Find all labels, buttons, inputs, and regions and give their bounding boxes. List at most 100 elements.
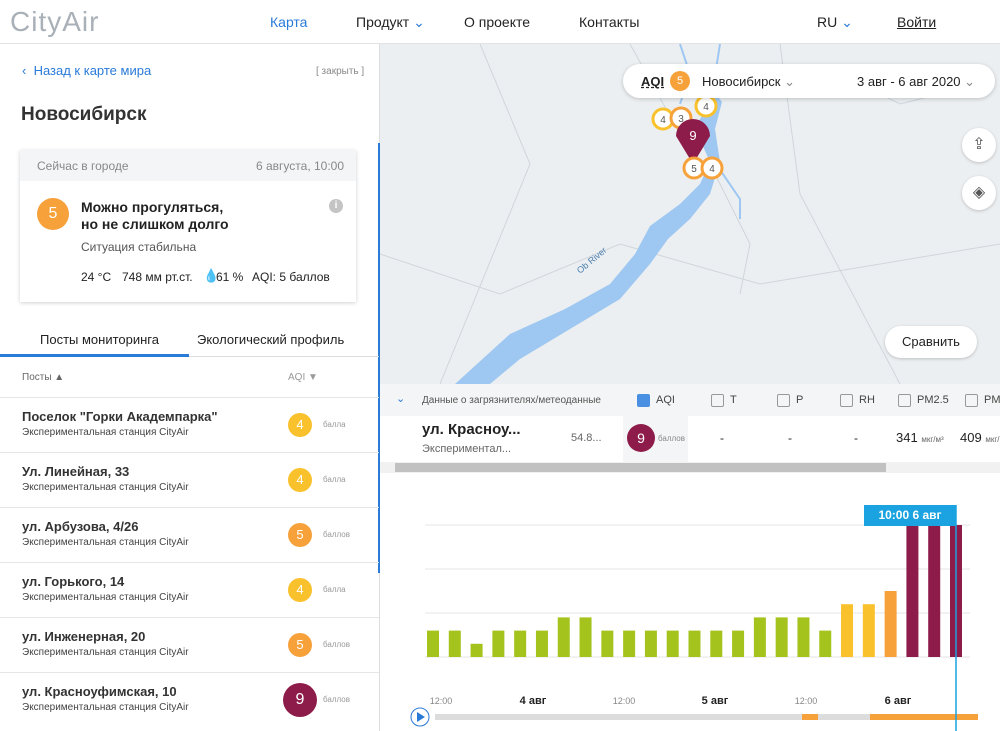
nav-label[interactable]: Продукт — [356, 14, 410, 30]
table-toggle[interactable]: Данные о загрязнителях/метеоданные — [422, 395, 601, 406]
column-label[interactable]: P — [796, 394, 804, 406]
language[interactable]: RU ⌄ — [817, 14, 853, 30]
marker-label: 4 — [709, 164, 715, 175]
pm25-unit: мкг/м³ — [921, 435, 944, 444]
back-link[interactable]: ‹ Назад к карте мира — [22, 63, 152, 78]
column-label[interactable]: T — [730, 394, 737, 406]
tab[interactable]: Посты мониторинга — [40, 332, 159, 347]
bar — [492, 630, 505, 657]
date-select-label[interactable]: 3 авг - 6 авг 2020 — [857, 74, 961, 89]
bar — [557, 617, 570, 657]
station-subtitle: Экспериментальная станция CityAir — [22, 482, 189, 493]
back-text[interactable]: Назад к карте мира — [33, 63, 152, 78]
layers-button[interactable]: ◈ — [962, 176, 996, 210]
row-p: - — [788, 431, 792, 445]
marker-label: 9 — [689, 128, 696, 143]
tab[interactable]: Экологический профиль — [197, 332, 345, 347]
pm10-unit: мкг/м³ — [985, 435, 1000, 444]
aqi-chart: 12:00 4 авг 12:00 5 авг 12:00 6 авг 10:00 6 ав… — [410, 505, 978, 731]
column-label[interactable]: AQI — [656, 394, 675, 406]
column-label[interactable]: PM2.5 — [917, 394, 949, 406]
language-label[interactable]: RU — [817, 14, 838, 30]
column-checkbox[interactable] — [898, 394, 911, 407]
x-label: 5 авг — [702, 695, 729, 707]
row-subtitle: Экспериментал... — [422, 443, 512, 455]
nav-item[interactable]: Продукт ⌄ — [356, 14, 425, 30]
nav-item[interactable]: О проекте — [464, 14, 531, 30]
sort-aqi[interactable]: AQI ▼ — [288, 372, 318, 383]
pressure: 748 мм рт.ст. — [122, 270, 193, 284]
compare-button[interactable]: Сравнить — [885, 326, 977, 358]
bar — [732, 630, 745, 657]
marker-pin — [676, 119, 710, 164]
bar — [601, 630, 614, 657]
share-button[interactable]: ⇪ — [962, 128, 996, 162]
station-name: ул. Красноуфимская, 10 — [22, 684, 177, 699]
info-icon[interactable]: i — [329, 199, 343, 213]
station-row[interactable] — [0, 672, 379, 728]
bar — [753, 617, 766, 657]
marker-label: 4 — [660, 115, 666, 126]
bar — [710, 630, 723, 657]
x-label: 12:00 — [795, 696, 818, 706]
x-label: 4 авг — [520, 695, 547, 707]
bar — [819, 630, 832, 657]
cursor-label: 10:00 6 авг — [878, 508, 941, 522]
station-row[interactable] — [0, 617, 379, 673]
marker-label: 3 — [678, 114, 684, 125]
pm10-value: 409 — [960, 430, 982, 445]
bar — [797, 617, 810, 657]
bar — [928, 525, 941, 657]
index-select[interactable]: AQI — [641, 74, 665, 89]
play-icon[interactable] — [417, 712, 425, 722]
station-name: ул. Арбузова, 4/26 — [22, 519, 139, 534]
humidity: 61 % — [216, 270, 244, 284]
bar — [688, 630, 701, 657]
station-aqi: 5 — [288, 633, 312, 657]
bar — [470, 643, 483, 657]
aqi-text: AQI: 5 баллов — [252, 270, 330, 284]
station-row[interactable] — [0, 562, 379, 618]
station-unit: балла — [323, 420, 346, 429]
sort-posts[interactable]: Посты ▲ — [22, 372, 65, 383]
x-label: 12:00 — [613, 696, 636, 706]
logo[interactable]: CityAir — [10, 6, 100, 37]
column-label[interactable]: RH — [859, 394, 875, 406]
station-row[interactable] — [0, 397, 379, 453]
date-select[interactable]: 3 авг - 6 авг 2020 ⌄ — [857, 74, 976, 89]
column-checkbox[interactable] — [840, 394, 853, 407]
station-aqi: 5 — [288, 523, 312, 547]
headline: Можно прогуляться, — [81, 199, 224, 215]
now-card-header — [20, 150, 356, 181]
column-checkbox[interactable] — [965, 394, 978, 407]
login[interactable]: Войти — [897, 14, 937, 30]
station-subtitle: Экспериментальная станция CityAir — [22, 647, 189, 658]
station-aqi: 4 — [288, 578, 312, 602]
city-select[interactable]: Новосибирск ⌄ — [702, 74, 796, 89]
row-name: ул. Красноу... — [422, 421, 521, 438]
row-coord: 54.8... — [571, 432, 602, 444]
station-subtitle: Экспериментальная станция CityAir — [22, 427, 189, 438]
row-pm25: 341 мкг/м³ — [896, 430, 944, 445]
bar — [427, 630, 439, 657]
bar — [644, 630, 657, 657]
h-scroll-thumb[interactable] — [395, 463, 886, 472]
close-link[interactable]: [ закрыть ] — [316, 66, 365, 77]
column-label[interactable]: PM — [984, 394, 1000, 406]
bar — [775, 617, 788, 657]
nav-item[interactable]: Карта — [270, 14, 308, 30]
city-select-label[interactable]: Новосибирск — [702, 74, 781, 89]
sort-label[interactable]: Посты — [22, 372, 52, 383]
column-checkbox[interactable] — [711, 394, 724, 407]
bar — [906, 525, 919, 657]
station-row[interactable] — [0, 507, 379, 563]
x-label: 12:00 — [430, 696, 453, 706]
column-checkbox[interactable] — [637, 394, 650, 407]
station-subtitle: Экспериментальная станция CityAir — [22, 702, 189, 713]
station-subtitle: Экспериментальная станция CityAir — [22, 537, 189, 548]
toggle-icon[interactable]: ⌄ — [396, 393, 406, 405]
nav-item[interactable]: Контакты — [579, 14, 640, 30]
column-checkbox[interactable] — [777, 394, 790, 407]
station-row[interactable] — [0, 452, 379, 508]
sort-label[interactable]: AQI — [288, 372, 306, 383]
